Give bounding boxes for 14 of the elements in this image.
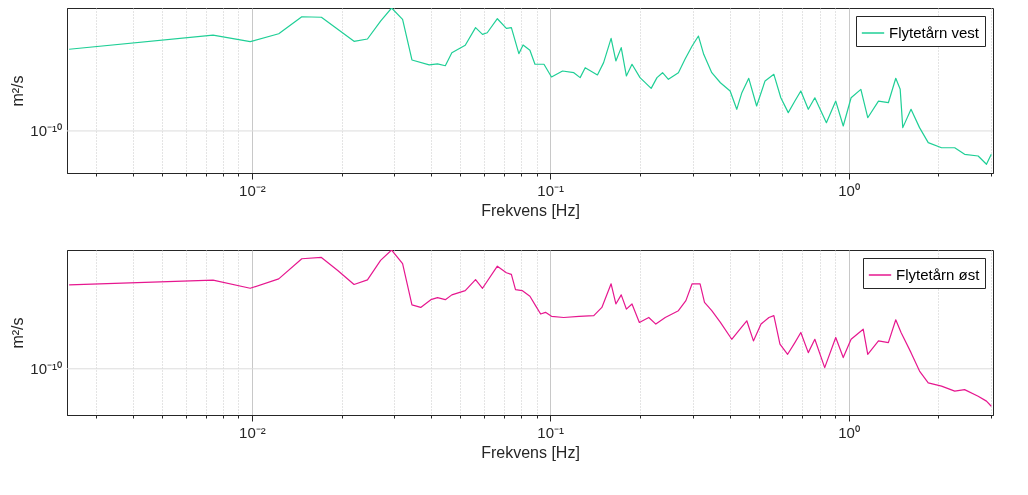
x-axis-title: Frekvens [Hz]	[481, 443, 580, 461]
y-axis-title: m²/s	[8, 75, 26, 107]
x-tick-label: 10⁻²	[239, 423, 266, 441]
x-tick-label: 10⁻²	[239, 181, 266, 199]
legend-label: Flytetårn øst	[896, 266, 981, 283]
y-axis-title: m²/s	[8, 317, 26, 349]
ref-line-label: 10⁻¹⁰	[30, 121, 62, 139]
x-tick-label: 10⁻¹	[537, 423, 565, 441]
x-tick-label: 10⁰	[838, 181, 860, 199]
x-axis-title: Frekvens [Hz]	[481, 201, 580, 219]
x-tick-label: 10⁰	[838, 423, 860, 441]
ref-line-label: 10⁻¹⁰	[30, 359, 62, 377]
legend-label: Flytetårn vest	[889, 24, 980, 41]
x-tick-label: 10⁻¹	[537, 181, 565, 199]
